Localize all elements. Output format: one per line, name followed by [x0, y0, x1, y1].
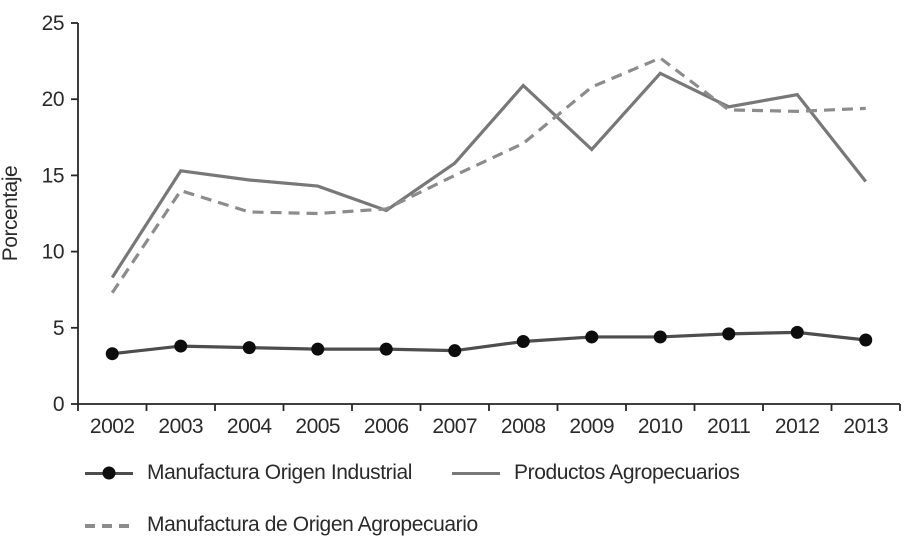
- data-point-2005: [311, 342, 325, 356]
- x-tick-label: 2013: [843, 415, 888, 438]
- plot-area: Porcentaje 0 5 10 15 20 25 2002 2003 2004 2005 2006…: [0, 12, 901, 438]
- x-tick-label: 2012: [775, 415, 820, 438]
- legend-swatch-dashed-line: [85, 517, 133, 533]
- data-point-2008: [516, 335, 530, 349]
- y-tick-label: 10: [42, 241, 64, 264]
- y-tick-label: 20: [42, 88, 64, 111]
- legend-swatch-solid-line: [452, 465, 500, 481]
- legend-item-manufactura-origen-agropecuario: Manufactura de Origen Agropecuario: [85, 512, 478, 538]
- x-tick-label: 2003: [158, 415, 203, 438]
- data-point-2004: [242, 341, 256, 355]
- legend-label: Manufactura de Origen Agropecuario: [147, 513, 478, 536]
- data-point-2012: [790, 325, 804, 339]
- data-point-2009: [585, 330, 599, 344]
- x-tick-label: 2006: [364, 415, 409, 438]
- x-tick-label: 2011: [707, 415, 750, 438]
- y-axis-title: Porcentaje: [0, 166, 22, 261]
- data-point-2011: [722, 327, 736, 341]
- data-point-2003: [174, 339, 188, 353]
- series-line-2: [110, 56, 866, 294]
- series-line-1: [110, 71, 868, 279]
- data-point-2007: [448, 344, 462, 358]
- y-tick-label: 25: [42, 12, 64, 35]
- legend-label: Manufactura Origen Industrial: [147, 461, 413, 484]
- x-tick-label: 2010: [638, 415, 683, 438]
- x-tick-label: 2007: [432, 415, 477, 438]
- x-tick-label: 2009: [569, 415, 614, 438]
- data-point-2010: [653, 330, 667, 344]
- legend-label: Productos Agropecuarios: [514, 461, 740, 484]
- y-tick-label: 5: [53, 317, 64, 340]
- series-line-0: [112, 330, 866, 356]
- x-tick-label: 2002: [90, 415, 135, 438]
- data-point-2013: [859, 333, 873, 347]
- legend-swatch-line-with-dot: [85, 465, 133, 481]
- data-point-2002: [105, 347, 119, 361]
- x-tick-label: 2008: [501, 415, 546, 438]
- x-tick-label: 2005: [295, 415, 340, 438]
- legend: Manufactura Origen Industrial Productos …: [0, 452, 909, 548]
- x-tick-label: 2004: [227, 415, 273, 438]
- legend-item-manufactura-origen-industrial: Manufactura Origen Industrial: [85, 460, 412, 486]
- legend-item-productos-agropecuarios: Productos Agropecuarios: [452, 460, 740, 486]
- y-tick-label: 0: [53, 393, 64, 416]
- y-tick-label: 15: [42, 164, 64, 187]
- data-point-2006: [379, 342, 393, 356]
